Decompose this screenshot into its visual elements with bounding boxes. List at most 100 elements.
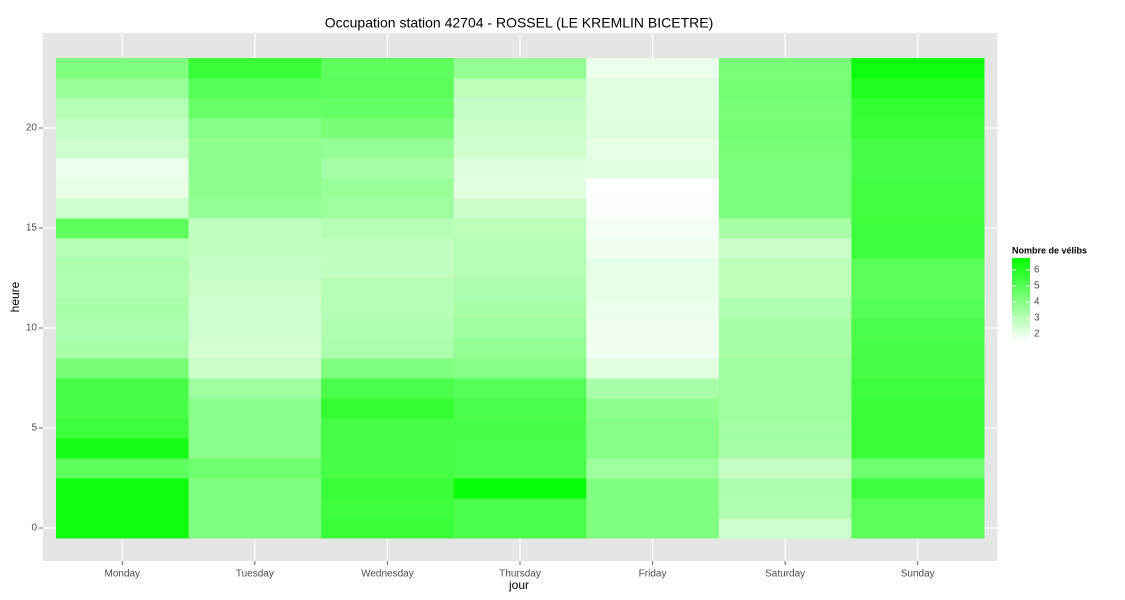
heat-cell [851, 418, 985, 439]
y-tick-label: 10 [26, 323, 38, 334]
heat-cell [718, 338, 852, 359]
heat-cell [453, 398, 587, 419]
heat-cell [321, 338, 455, 359]
heat-cell [56, 498, 190, 519]
y-axis-title: heure [8, 281, 22, 312]
heat-cell [56, 198, 190, 219]
heat-cell [321, 518, 455, 539]
heat-cell [321, 358, 455, 379]
heat-cell [718, 518, 852, 539]
x-tick-label: Saturday [765, 569, 805, 580]
heat-cell [188, 378, 322, 399]
heat-cell [718, 238, 852, 259]
heat-cell [453, 258, 587, 279]
heat-cell [851, 358, 985, 379]
heat-cell [851, 438, 985, 459]
heat-cell [321, 458, 455, 479]
heat-cell [188, 458, 322, 479]
heat-cell [56, 478, 190, 499]
heat-cell [56, 438, 190, 459]
heat-cell [188, 218, 322, 239]
heat-cell [321, 198, 455, 219]
heat-cell [718, 58, 852, 79]
y-tick-label: 0 [31, 523, 37, 534]
heat-cell [56, 158, 190, 179]
heat-cell [188, 238, 322, 259]
heat-cell [56, 218, 190, 239]
heat-cell [586, 178, 720, 199]
heat-cell [321, 58, 455, 79]
heat-cell [188, 518, 322, 539]
heat-cell [321, 478, 455, 499]
heat-cell [56, 78, 190, 99]
color-bar-label: 4 [1034, 297, 1040, 308]
heat-cell [718, 178, 852, 199]
heat-cell [453, 218, 587, 239]
color-bar-label: 3 [1034, 313, 1040, 324]
heat-cell [321, 378, 455, 399]
heat-cell [321, 178, 455, 199]
heat-cell [188, 58, 322, 79]
heat-cell [718, 398, 852, 419]
heat-cell [453, 418, 587, 439]
heat-cell [586, 218, 720, 239]
heat-cell [56, 518, 190, 539]
heat-cell [188, 78, 322, 99]
heat-cell [453, 198, 587, 219]
heat-cell [718, 258, 852, 279]
legend-title: Nombre de vélibs [1012, 245, 1087, 255]
heat-cell [851, 478, 985, 499]
heat-cell [586, 438, 720, 459]
heat-cell [56, 118, 190, 139]
heat-cell [56, 238, 190, 259]
heat-cell [56, 318, 190, 339]
heat-cell [586, 158, 720, 179]
heat-cell [56, 138, 190, 159]
heat-cell [56, 378, 190, 399]
heat-cell [453, 438, 587, 459]
heat-cell [453, 178, 587, 199]
heat-cell [56, 58, 190, 79]
heat-cell [321, 238, 455, 259]
heat-cell [453, 358, 587, 379]
heat-cell [321, 498, 455, 519]
heat-cell [321, 118, 455, 139]
heat-cell [56, 338, 190, 359]
color-bar-label: 5 [1034, 281, 1040, 292]
heat-cell [321, 78, 455, 99]
heat-cell [321, 138, 455, 159]
heat-cell [188, 398, 322, 419]
heat-cell [586, 478, 720, 499]
heat-cell [56, 278, 190, 299]
heat-cell [851, 138, 985, 159]
heat-cell [453, 138, 587, 159]
heat-cell [718, 418, 852, 439]
heat-cell [851, 378, 985, 399]
color-bar-label: 6 [1034, 265, 1040, 276]
heat-cell [453, 498, 587, 519]
heat-cell [851, 258, 985, 279]
heat-cell [453, 238, 587, 259]
x-tick-label: Wednesday [361, 569, 414, 580]
heat-cell [718, 378, 852, 399]
heat-cell [453, 478, 587, 499]
heat-cell [851, 58, 985, 79]
heat-cell [718, 218, 852, 239]
x-axis-title: jour [508, 578, 529, 592]
heat-cell [453, 58, 587, 79]
heat-cell [56, 98, 190, 119]
heat-cell [586, 118, 720, 139]
heat-cell [718, 138, 852, 159]
heat-cell [586, 198, 720, 219]
heat-cell [586, 398, 720, 419]
heat-cell [851, 278, 985, 299]
heat-cell [586, 358, 720, 379]
heat-cell [188, 338, 322, 359]
heat-cell [453, 298, 587, 319]
heat-cell [851, 338, 985, 359]
heat-cell [453, 338, 587, 359]
heat-cell [321, 298, 455, 319]
heat-cell [718, 298, 852, 319]
heat-cell [718, 358, 852, 379]
